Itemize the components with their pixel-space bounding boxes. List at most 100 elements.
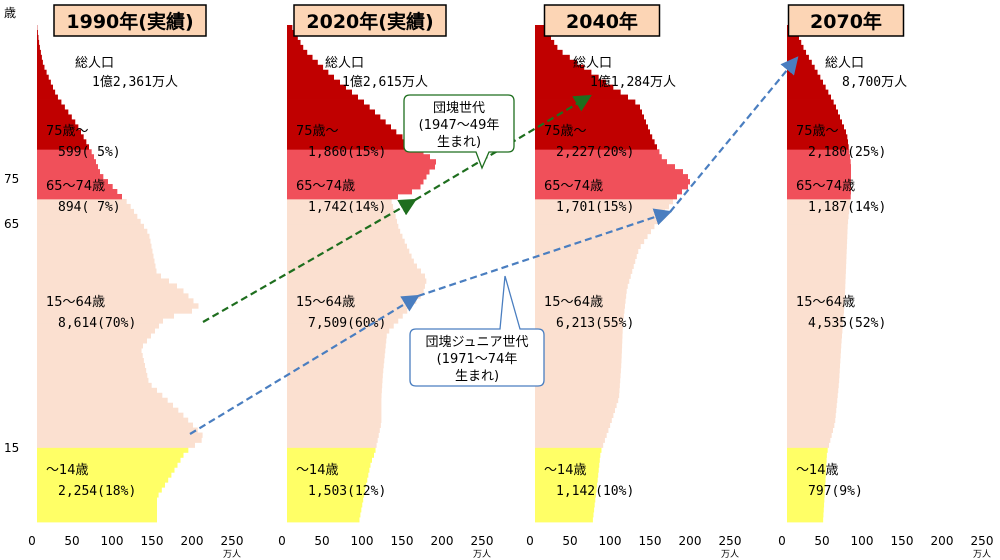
age-bar [787,129,846,135]
age-bar [787,189,851,195]
age-bar [37,462,178,468]
age-bar [287,174,427,180]
x-axis-unit: 万人 [473,549,491,560]
age-tick-75: 75 [4,172,19,186]
age-bar [37,362,145,369]
age-bar [287,134,403,140]
age-bar [37,64,45,71]
age-bar [37,134,84,140]
age-bar [37,119,76,125]
age-bar [535,84,614,91]
age-bar [287,412,382,419]
age-bar [787,457,827,463]
age-bar [787,477,826,483]
callout-bubble [403,94,515,170]
age-bar [287,253,412,259]
age-group-label: 65～74歳 [544,179,603,194]
x-axis-unit: 万人 [973,549,991,560]
age-bar [787,159,851,165]
age-bar [287,189,412,195]
age-bar [535,422,611,428]
age-bar [37,417,189,423]
age-group-label: 15～64歳 [296,295,355,310]
age-bar [37,164,98,170]
age-bar [287,208,395,215]
total-value: 8,700万人 [842,75,907,90]
age-bar [287,29,296,36]
x-tick-label: 200 [181,534,204,548]
age-group-value: 7,509(60%) [308,316,386,331]
age-bar [535,427,609,433]
age-bar [787,273,846,279]
age-bar [535,467,599,473]
age-bar [535,213,662,220]
pyramid-panel: 1990年(実績) 総人口 1億2,361万人 75歳～ 599( 5%) 65～74歳 8… [28,4,243,560]
age-bar [287,203,393,210]
age-group-value: 8,614(70%) [58,316,136,331]
age-bar [787,238,848,245]
age-group-label: 75歳～ [46,124,89,139]
panel-title-box [293,4,447,37]
x-axis-unit: 万人 [223,549,241,560]
age-bar [287,233,403,240]
total-label: 総人口 [573,56,612,71]
age-bar [287,303,412,309]
age-bar [37,472,172,478]
age-bar [37,313,174,319]
age-group-value: 894( 7%) [58,200,121,215]
age-bar [287,387,382,394]
age-bar [287,462,371,468]
age-bar [37,377,149,384]
age-bar [787,402,837,409]
age-bar [535,218,658,225]
age-bar [37,512,157,518]
pyramid-panel: 2020年(実績) 総人口 1億2,615万人 75歳～ 1,860(15%) 65～74… [278,4,493,560]
age-bar [37,422,193,428]
total-label: 総人口 [75,56,114,71]
age-bar [535,268,633,274]
age-bar [787,497,825,503]
age-bar [787,64,815,71]
age-bar [787,512,824,518]
age-bar [535,517,593,523]
age-bar [287,119,386,125]
age-bar [535,69,592,76]
age-bar [535,193,677,200]
age-bar [535,452,601,458]
age-bar [37,467,175,473]
age-bar [535,144,657,150]
age-bar [787,308,844,314]
age-bar [535,512,594,518]
age-bar [37,367,147,374]
age-bar [787,357,841,364]
age-group-value: 1,860(15%) [308,145,386,160]
age-bar [787,338,842,344]
age-bar [37,44,40,51]
age-bar [535,407,615,414]
age-bar [535,134,653,140]
age-bar [535,44,558,51]
age-bar [287,74,334,81]
x-axis-unit: 万人 [721,549,739,560]
age-bar [535,59,577,66]
age-bar [787,412,836,419]
x-tick-label: 50 [314,534,329,548]
age-bar [787,223,848,230]
cohort-arrow [189,294,420,435]
age-bar [535,432,607,438]
age-bar [535,298,626,304]
age-bar [787,397,838,404]
age-group-value: 2,180(25%) [808,145,886,160]
age-bar [287,263,417,269]
x-tick-label: 0 [778,534,786,548]
age-bar [535,397,619,404]
age-group-label: 65～74歳 [46,179,105,194]
age-bar [535,323,623,329]
age-bar [535,283,628,289]
x-tick-label: 100 [599,534,622,548]
age-axis-unit: 歳 [4,6,16,20]
age-bar [37,323,159,329]
age-bar [37,184,113,190]
age-bar [787,467,827,473]
age-bar [287,268,421,274]
